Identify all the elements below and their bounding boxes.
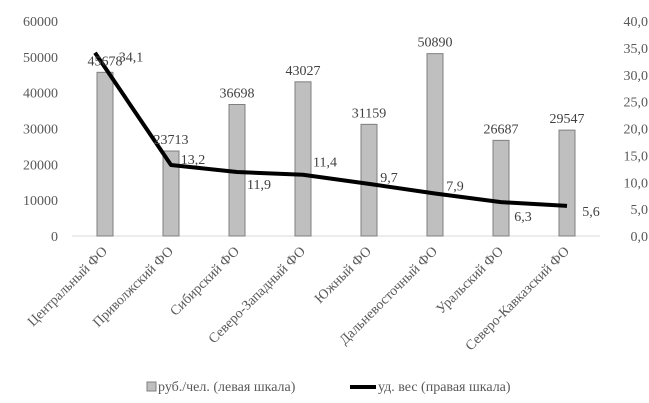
bar-data-label: 36698 <box>220 86 255 101</box>
bar-series <box>96 53 576 237</box>
bar-data-label: 43027 <box>286 64 321 79</box>
line-data-label: 6,3 <box>514 210 532 225</box>
legend-line-label: уд. вес (правая шкала) <box>378 380 511 395</box>
legend: руб./чел. (левая шкала) уд. вес (правая … <box>146 380 511 395</box>
left-axis-tick-label: 60000 <box>23 15 58 30</box>
line-data-label: 11,9 <box>247 178 271 193</box>
left-axis-tick-label: 20000 <box>23 158 58 173</box>
right-axis-tick-label: 30,0 <box>624 69 649 84</box>
bar <box>360 123 378 237</box>
right-axis-tick-label: 10,0 <box>624 176 649 191</box>
category-label: Сибирский ФО <box>168 244 243 319</box>
left-axis-tick-label: 30000 <box>23 123 58 138</box>
right-axis-tick-label: 40,0 <box>624 15 649 30</box>
right-axis-tick-label: 25,0 <box>624 96 649 111</box>
left-axis-tick-label: 40000 <box>23 87 58 102</box>
bar <box>558 129 576 237</box>
bar-data-label: 45678 <box>88 54 123 69</box>
line-series <box>93 51 568 208</box>
right-axis-tick-label: 0,0 <box>631 230 649 245</box>
right-axis-tick-label: 5,0 <box>631 203 649 218</box>
bar <box>96 71 114 237</box>
line-path <box>93 51 568 208</box>
line-data-label: 7,9 <box>446 180 464 195</box>
line-data-label: 5,6 <box>582 205 600 220</box>
right-axis-tick-label: 15,0 <box>624 149 649 164</box>
bar-data-label: 29547 <box>550 112 585 127</box>
legend-bar-label: руб./чел. (левая шкала) <box>158 380 296 395</box>
bar-data-label: 26687 <box>484 122 519 137</box>
bar <box>426 53 444 237</box>
line-data-label: 9,7 <box>380 171 398 186</box>
legend-bar-swatch <box>146 381 157 392</box>
bar-data-label: 31159 <box>352 106 386 121</box>
bar-data-label: 50890 <box>418 36 453 51</box>
line-data-label: 11,4 <box>313 156 337 171</box>
axes: 0 10000 20000 30000 40000 50000 60000 0,0 5,0 10,… <box>23 15 648 245</box>
bar <box>492 139 510 237</box>
bar <box>294 81 312 237</box>
data-labels: 45678 23713 36698 43027 31159 50890 26687 29547… <box>88 36 600 225</box>
right-axis-tick-label: 35,0 <box>624 42 649 57</box>
category-label: Южный ФО <box>312 244 375 307</box>
line-data-label: 13,2 <box>181 153 206 168</box>
bar-data-label: 23713 <box>154 133 189 148</box>
left-axis-tick-label: 10000 <box>23 194 58 209</box>
left-axis-tick-label: 50000 <box>23 51 58 66</box>
right-axis-tick-label: 20,0 <box>624 123 649 138</box>
bar <box>162 150 180 237</box>
left-axis-tick-label: 0 <box>51 230 58 245</box>
line-data-label: 34,1 <box>119 51 144 66</box>
category-label: Уральский ФО <box>434 244 507 317</box>
